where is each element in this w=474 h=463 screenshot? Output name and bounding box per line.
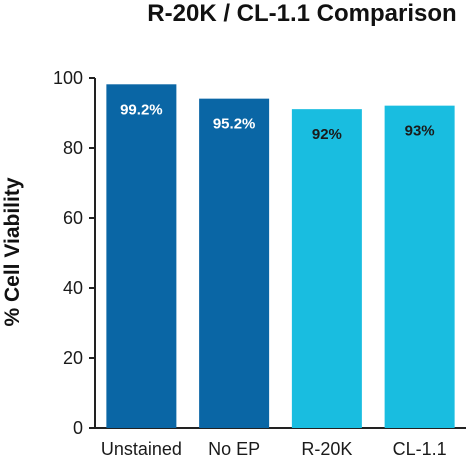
y-tick-label: 40	[63, 278, 83, 298]
data-label: 92%	[312, 126, 342, 143]
x-tick-label: R-20K	[301, 439, 352, 459]
data-label: 95.2%	[213, 116, 256, 133]
y-tick-label: 20	[63, 348, 83, 368]
bar	[106, 84, 177, 429]
y-tick-label: 100	[53, 68, 83, 88]
data-label: 99.2%	[120, 101, 163, 118]
bar	[199, 98, 270, 429]
x-tick-label: No EP	[208, 439, 260, 459]
y-tick-label: 60	[63, 208, 83, 228]
x-tick-label: Unstained	[101, 439, 182, 459]
data-labels: 99.2% 95.2% 92% 93%	[120, 101, 435, 143]
bar	[291, 109, 362, 429]
y-tick-label: 80	[63, 138, 83, 158]
y-axis-label: % Cell Viability	[1, 177, 24, 326]
bar	[384, 105, 455, 429]
chart-title: R-20K / CL-1.1 Comparison	[147, 0, 456, 27]
x-tick-labels: Unstained No EP R-20K CL-1.1	[101, 439, 447, 459]
data-label: 93%	[405, 123, 435, 140]
y-tick-label: 0	[73, 418, 83, 438]
bars	[106, 84, 455, 429]
y-ticks: 0 20 40 60 80 100	[53, 68, 95, 438]
x-tick-label: CL-1.1	[393, 439, 447, 459]
